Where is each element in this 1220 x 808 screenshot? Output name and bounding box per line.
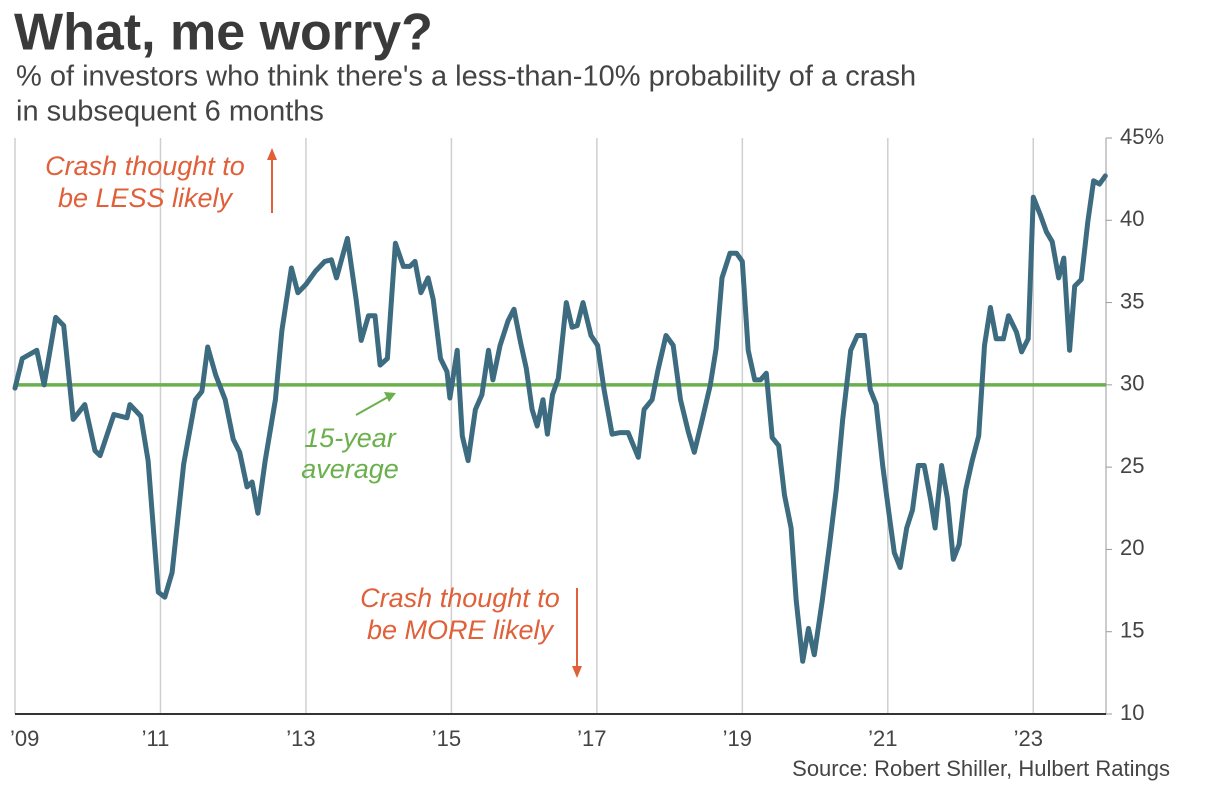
x-tick-label: ’21: [868, 726, 897, 751]
x-tick-label: ’09: [10, 726, 39, 751]
line-series: [12, 173, 1108, 664]
source: Source: Robert Shiller, Hulbert Ratings: [792, 756, 1170, 781]
x-tick-label: ’13: [286, 726, 315, 751]
grid: ’09 ’11 ’13 ’15 ’17 ’19 ’21 ’23 10 15 20 25 30 35 40 45…: [10, 124, 1164, 751]
x-tick-label: ’15: [432, 726, 461, 751]
y-tick-label: 15: [1120, 618, 1144, 643]
y-tick-label: 35: [1120, 288, 1144, 313]
arrow-head: [384, 392, 396, 402]
reference-label: 15-year: [304, 423, 397, 453]
x-tick-label: ’23: [1014, 726, 1043, 751]
y-tick-label: 45%: [1120, 124, 1164, 149]
y-tick-label: 25: [1120, 453, 1144, 478]
chart-title: What, me worry?: [14, 4, 433, 62]
y-tick-label: 10: [1120, 700, 1144, 725]
x-tick-label: ’17: [577, 726, 606, 751]
x-tick-label: ’19: [723, 726, 752, 751]
annotation: be LESS likely: [58, 183, 234, 213]
chart-subtitle: in subsequent 6 months: [16, 96, 324, 128]
arrow-head: [267, 148, 277, 160]
y-tick-label: 20: [1120, 535, 1144, 560]
annotation: Crash thought to: [45, 151, 245, 181]
arrow: [355, 396, 389, 416]
arrow-head: [572, 666, 582, 678]
y-tick-label: 30: [1120, 371, 1144, 396]
reference-label: average: [301, 454, 399, 484]
plot: [12, 173, 1108, 664]
annotation: be MORE likely: [367, 615, 555, 645]
x-tick-label: ’11: [142, 726, 170, 751]
chart-subtitle: % of investors who think there's a less-…: [16, 61, 916, 93]
y-tick-label: 40: [1120, 206, 1144, 231]
annotation: Crash thought to: [360, 583, 560, 613]
